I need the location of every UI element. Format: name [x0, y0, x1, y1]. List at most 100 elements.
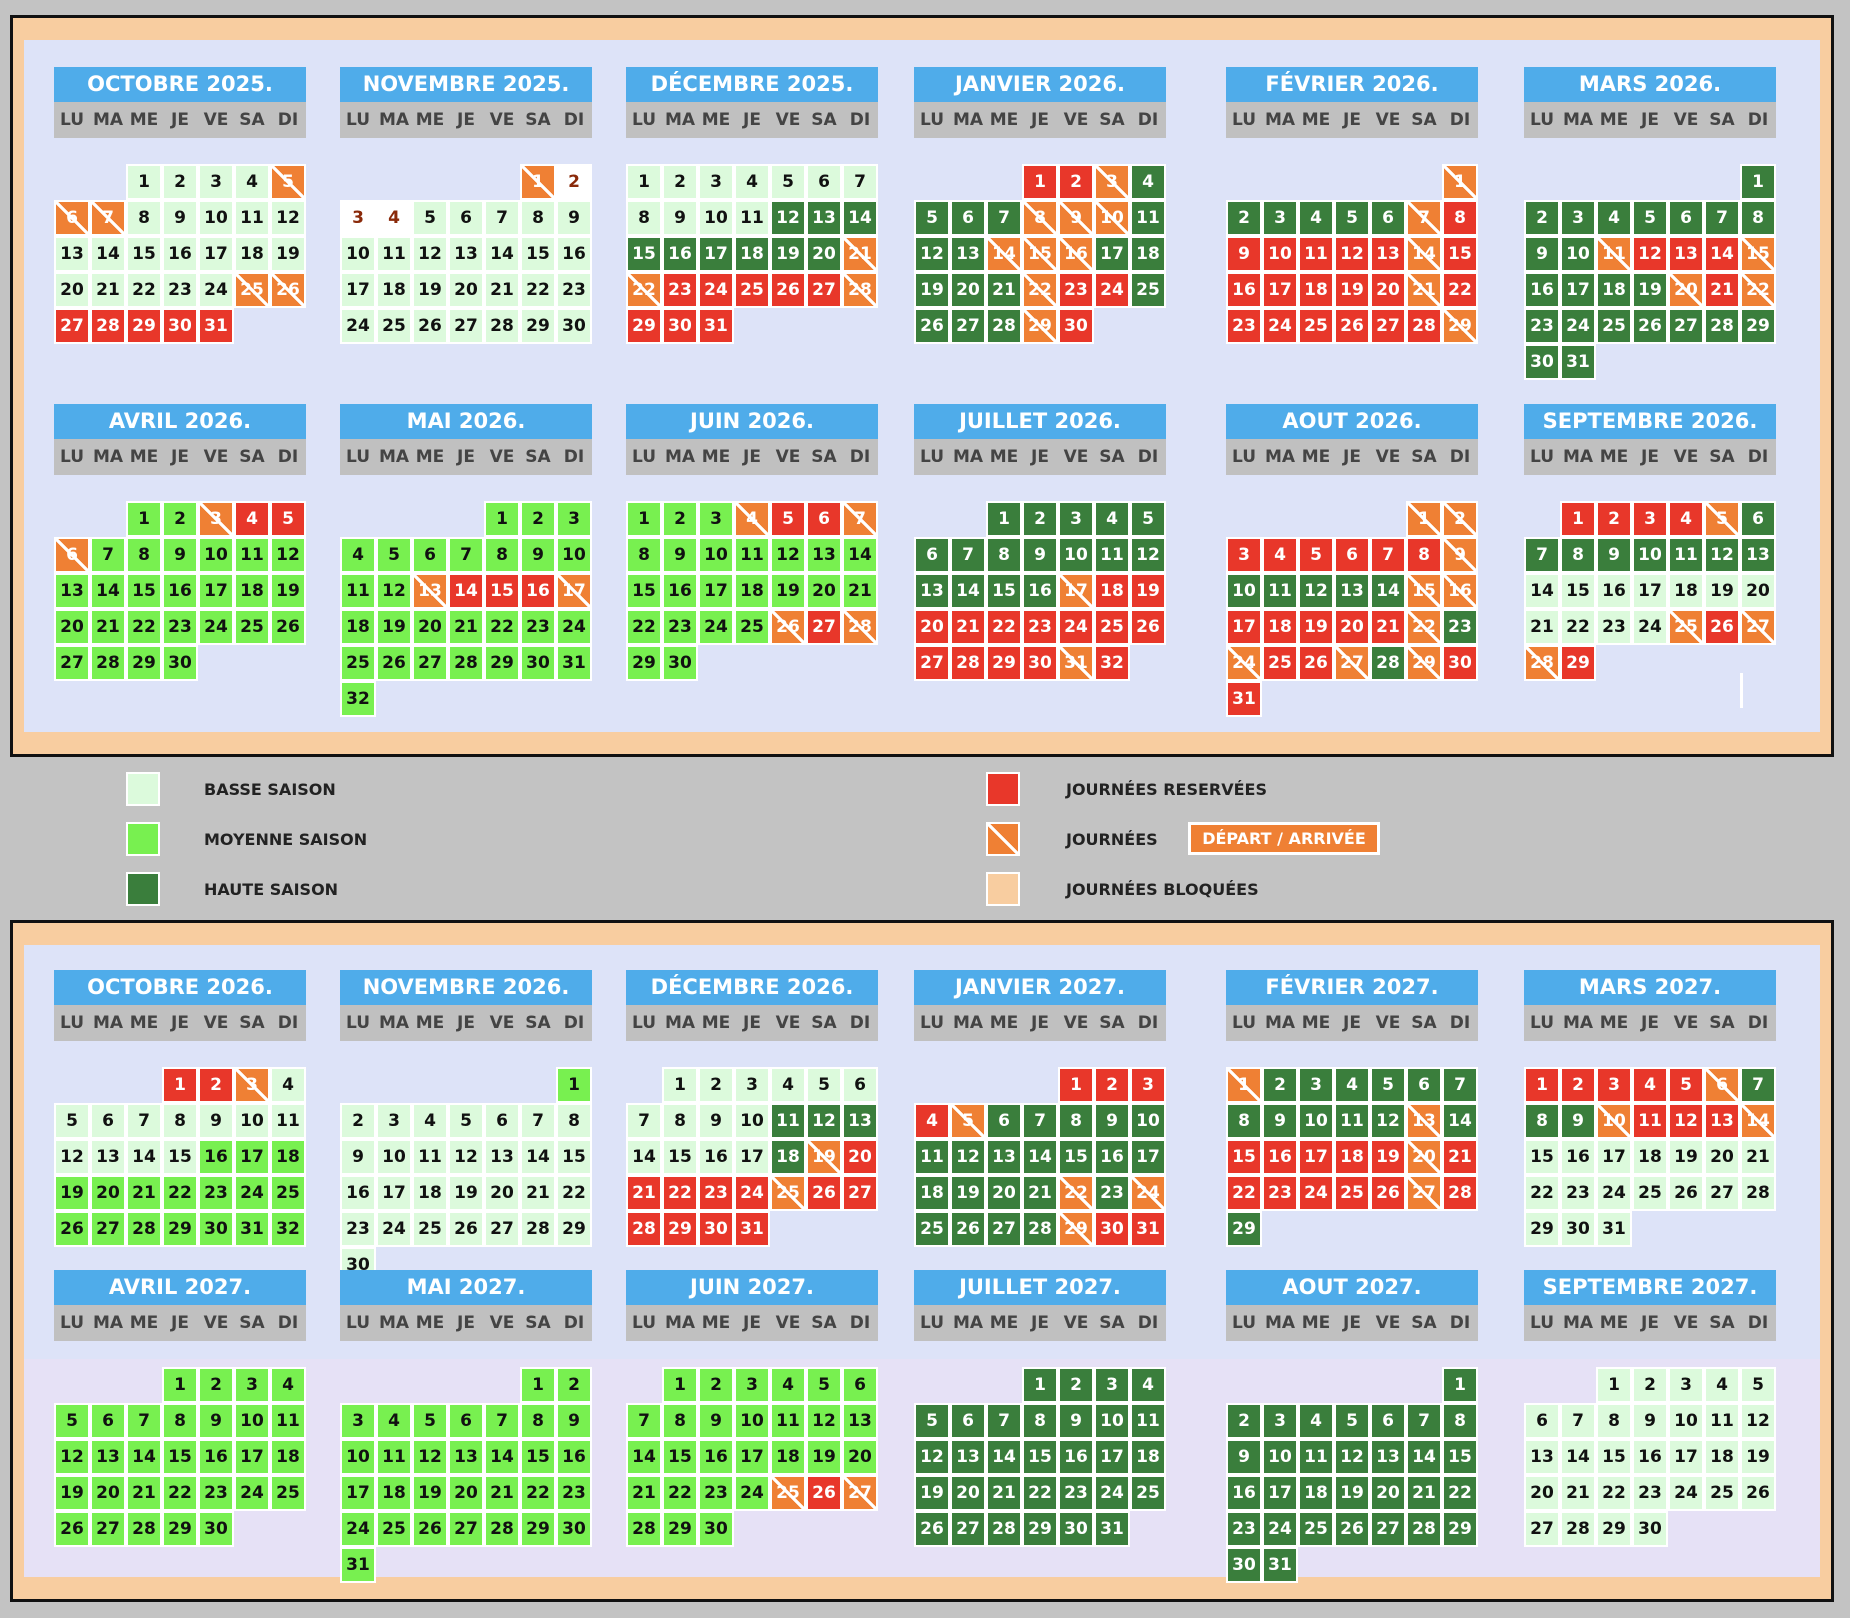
- day-cell[interactable]: 24: [1262, 308, 1298, 344]
- day-cell[interactable]: 7: [986, 200, 1022, 236]
- day-cell[interactable]: 12: [412, 236, 448, 272]
- day-cell[interactable]: 15: [520, 1439, 556, 1475]
- day-cell[interactable]: 11: [234, 537, 270, 573]
- day-cell[interactable]: 13: [842, 1403, 878, 1439]
- day-cell[interactable]: 6: [914, 537, 950, 573]
- day-cell[interactable]: 9: [198, 1403, 234, 1439]
- day-cell[interactable]: 9: [1560, 1103, 1596, 1139]
- day-cell[interactable]: 1: [1022, 164, 1058, 200]
- day-cell[interactable]: 3: [1596, 1067, 1632, 1103]
- day-cell[interactable]: 10: [340, 1439, 376, 1475]
- day-cell[interactable]: 29: [1022, 308, 1058, 344]
- day-cell[interactable]: 14: [1022, 1139, 1058, 1175]
- day-cell[interactable]: 4: [270, 1067, 306, 1103]
- day-cell[interactable]: 6: [484, 1103, 520, 1139]
- day-cell[interactable]: 6: [1704, 1067, 1740, 1103]
- day-cell[interactable]: 1: [662, 1067, 698, 1103]
- day-cell[interactable]: 17: [1668, 1439, 1704, 1475]
- day-cell[interactable]: 22: [662, 1475, 698, 1511]
- day-cell[interactable]: 3: [340, 1403, 376, 1439]
- day-cell[interactable]: 19: [1334, 272, 1370, 308]
- day-cell[interactable]: 6: [90, 1403, 126, 1439]
- day-cell[interactable]: 25: [734, 609, 770, 645]
- day-cell[interactable]: 18: [734, 573, 770, 609]
- day-cell[interactable]: 2: [340, 1103, 376, 1139]
- day-cell[interactable]: 2: [520, 501, 556, 537]
- day-cell[interactable]: 2: [662, 164, 698, 200]
- day-cell[interactable]: 13: [1370, 236, 1406, 272]
- day-cell[interactable]: 12: [1704, 537, 1740, 573]
- day-cell[interactable]: 23: [520, 609, 556, 645]
- day-cell[interactable]: 22: [162, 1475, 198, 1511]
- day-cell[interactable]: 23: [698, 1175, 734, 1211]
- day-cell[interactable]: 27: [54, 308, 90, 344]
- day-cell[interactable]: 20: [54, 609, 90, 645]
- day-cell[interactable]: 30: [1094, 1211, 1130, 1247]
- day-cell[interactable]: 25: [340, 645, 376, 681]
- day-cell[interactable]: 20: [1740, 573, 1776, 609]
- day-cell[interactable]: 9: [1632, 1403, 1668, 1439]
- day-cell[interactable]: 20: [1334, 609, 1370, 645]
- day-cell[interactable]: 6: [1406, 1067, 1442, 1103]
- day-cell[interactable]: 14: [986, 236, 1022, 272]
- day-cell[interactable]: 9: [662, 537, 698, 573]
- day-cell[interactable]: 17: [1094, 236, 1130, 272]
- day-cell[interactable]: 22: [1058, 1175, 1094, 1211]
- day-cell[interactable]: 17: [198, 236, 234, 272]
- day-cell[interactable]: 18: [376, 272, 412, 308]
- day-cell[interactable]: 16: [662, 573, 698, 609]
- day-cell[interactable]: 21: [1704, 272, 1740, 308]
- day-cell[interactable]: 17: [734, 1139, 770, 1175]
- day-cell[interactable]: 15: [484, 573, 520, 609]
- day-cell[interactable]: 10: [556, 537, 592, 573]
- day-cell[interactable]: 7: [950, 537, 986, 573]
- day-cell[interactable]: 27: [412, 645, 448, 681]
- day-cell[interactable]: 14: [448, 573, 484, 609]
- day-cell[interactable]: 13: [90, 1139, 126, 1175]
- day-cell[interactable]: 10: [1226, 573, 1262, 609]
- day-cell[interactable]: 3: [734, 1067, 770, 1103]
- day-cell[interactable]: 25: [1596, 308, 1632, 344]
- day-cell[interactable]: 25: [234, 609, 270, 645]
- day-cell[interactable]: 25: [770, 1475, 806, 1511]
- day-cell[interactable]: 14: [842, 200, 878, 236]
- day-cell[interactable]: 19: [1298, 609, 1334, 645]
- day-cell[interactable]: 5: [376, 537, 412, 573]
- day-cell[interactable]: 18: [1596, 272, 1632, 308]
- day-cell[interactable]: 1: [1406, 501, 1442, 537]
- day-cell[interactable]: 27: [1524, 1511, 1560, 1547]
- day-cell[interactable]: 17: [1262, 272, 1298, 308]
- day-cell[interactable]: 29: [162, 1511, 198, 1547]
- day-cell[interactable]: 13: [806, 200, 842, 236]
- day-cell[interactable]: 3: [340, 200, 376, 236]
- day-cell[interactable]: 10: [698, 537, 734, 573]
- day-cell[interactable]: 18: [1262, 609, 1298, 645]
- day-cell[interactable]: 14: [484, 1439, 520, 1475]
- day-cell[interactable]: 29: [520, 1511, 556, 1547]
- day-cell[interactable]: 28: [1704, 308, 1740, 344]
- day-cell[interactable]: 15: [986, 573, 1022, 609]
- day-cell[interactable]: 23: [1022, 609, 1058, 645]
- day-cell[interactable]: 15: [556, 1139, 592, 1175]
- day-cell[interactable]: 24: [734, 1175, 770, 1211]
- day-cell[interactable]: 27: [842, 1475, 878, 1511]
- day-cell[interactable]: 1: [1442, 164, 1478, 200]
- day-cell[interactable]: 10: [1094, 200, 1130, 236]
- day-cell[interactable]: 23: [162, 272, 198, 308]
- day-cell[interactable]: 19: [412, 272, 448, 308]
- day-cell[interactable]: 6: [54, 537, 90, 573]
- day-cell[interactable]: 28: [1560, 1511, 1596, 1547]
- day-cell[interactable]: 10: [198, 537, 234, 573]
- day-cell[interactable]: 1: [520, 1367, 556, 1403]
- day-cell[interactable]: 21: [842, 236, 878, 272]
- day-cell[interactable]: 4: [1668, 501, 1704, 537]
- day-cell[interactable]: 29: [126, 308, 162, 344]
- day-cell[interactable]: 27: [1406, 1175, 1442, 1211]
- day-cell[interactable]: 6: [90, 1103, 126, 1139]
- day-cell[interactable]: 17: [1596, 1139, 1632, 1175]
- day-cell[interactable]: 14: [1406, 236, 1442, 272]
- day-cell[interactable]: 5: [806, 1367, 842, 1403]
- day-cell[interactable]: 27: [950, 1511, 986, 1547]
- day-cell[interactable]: 19: [806, 1439, 842, 1475]
- day-cell[interactable]: 23: [162, 609, 198, 645]
